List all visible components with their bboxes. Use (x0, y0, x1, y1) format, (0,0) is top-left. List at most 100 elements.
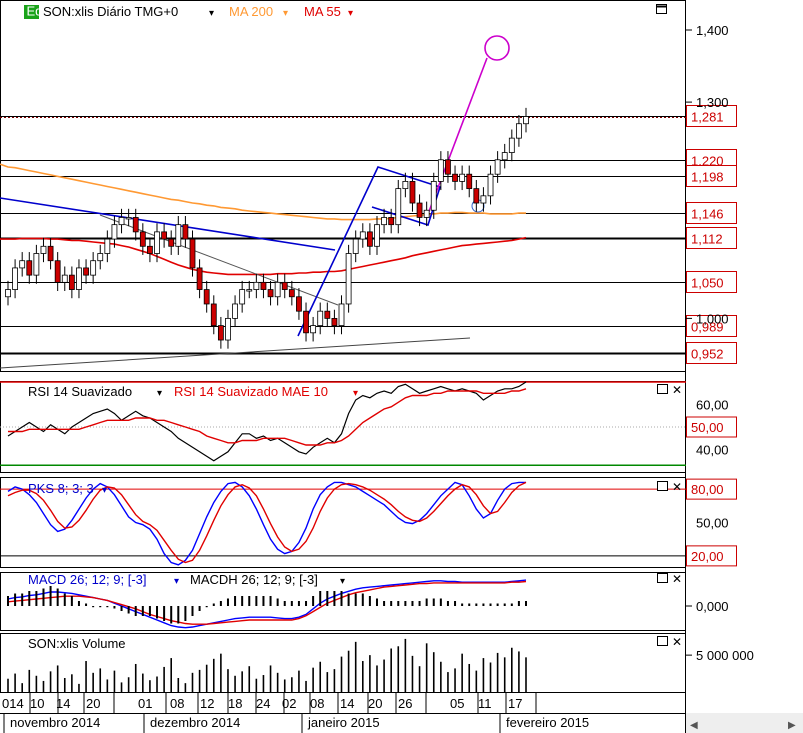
rsi-value-label: 50,00 (691, 420, 724, 435)
macd-histogram-bar (418, 601, 421, 606)
candle-body (274, 281, 281, 298)
maximize-price-icon[interactable] (656, 4, 667, 14)
candle-body (288, 289, 295, 298)
candle-body (430, 181, 437, 211)
maximize-pks-icon[interactable] (657, 481, 668, 491)
macd-dropdown-icon[interactable]: ▾ (174, 576, 179, 587)
candle-body (111, 224, 118, 240)
trendlines (0, 35, 510, 369)
day-tick-label: 18 (228, 696, 242, 711)
price-level-value: 1,281 (691, 110, 724, 125)
ma55-dropdown-icon[interactable]: ▾ (348, 8, 353, 19)
macd-histogram-bar (510, 603, 513, 606)
candle-body (409, 181, 416, 204)
support-trend-line (0, 337, 471, 369)
macdh-label[interactable]: MACDH 26; 12; 9; [-3] (190, 572, 318, 587)
price-level-value: 1,112 (691, 232, 723, 247)
day-tick-label: 08 (170, 696, 184, 711)
price-level-box (686, 202, 737, 224)
candle-body (168, 238, 175, 247)
price-level-value: 1,220 (691, 154, 724, 169)
ma200-label[interactable]: MA 200 (229, 4, 273, 19)
macd-histogram-bar (156, 606, 159, 619)
price-level-value: 0,952 (691, 347, 724, 362)
rsi-value-box (686, 416, 737, 438)
candle-body (253, 281, 260, 290)
close-volume-icon[interactable]: ✕ (672, 635, 682, 649)
macd-histogram-bar (14, 593, 17, 606)
volume-label[interactable]: SON:xlis Volume (28, 636, 126, 651)
macd-histogram-bar (312, 596, 315, 606)
downtrend-line (0, 197, 336, 251)
price-level-box (686, 315, 737, 337)
candle-body (12, 267, 18, 290)
macd-histogram-bar (503, 603, 506, 606)
macd-histogram-bar (375, 598, 378, 606)
symbol-title[interactable]: SON:xlis Diário TMG+0 (43, 4, 178, 19)
price-level-box (686, 165, 737, 187)
day-tick-label: 05 (450, 696, 464, 711)
candle-body (516, 123, 522, 139)
pks-dropdown-icon[interactable]: ▾ (102, 485, 107, 496)
candle-body (210, 303, 217, 327)
ma200-group (0, 163, 526, 221)
pks-label[interactable]: PKS 8; 3; 3 (28, 481, 94, 496)
macd-histogram-bar (49, 586, 52, 606)
rsi-label[interactable]: RSI 14 Suavizado (28, 384, 132, 399)
macd-histogram-bar (454, 601, 457, 606)
candle-body (90, 260, 97, 276)
close-rsi-icon[interactable]: ✕ (672, 383, 682, 397)
scroll-right-icon[interactable]: ▶ (788, 720, 796, 731)
macd-histogram-bar (489, 603, 492, 606)
candle-body (402, 181, 409, 190)
ma55-label[interactable]: MA 55 (304, 4, 341, 19)
day-tick-label: 10 (30, 696, 44, 711)
macd-histogram-bar (446, 601, 449, 606)
scrollbar-track[interactable] (686, 713, 803, 733)
close-pks-icon[interactable]: ✕ (672, 480, 682, 494)
candle-body (317, 310, 324, 327)
rsi-mae-label[interactable]: RSI 14 Suavizado MAE 10 (174, 384, 328, 399)
macd-histogram-bar (219, 601, 222, 606)
candle-body (281, 281, 288, 290)
macd-histogram-bar (21, 593, 24, 606)
macd-histogram-bar (297, 601, 300, 606)
ma200-dropdown-icon[interactable]: ▾ (283, 8, 288, 19)
candle-body (40, 245, 47, 254)
macd-histogram-bar (248, 596, 251, 606)
day-tick-label: 17 (508, 696, 522, 711)
pks-k-line (7, 481, 526, 566)
rsi-dropdown-icon[interactable]: ▾ (157, 388, 162, 399)
candle-body (154, 231, 160, 254)
macd-histogram-bar (92, 606, 95, 608)
candle-body (125, 217, 132, 220)
day-tick-label: 12 (200, 696, 214, 711)
month-label: fevereiro 2015 (506, 715, 589, 730)
candle-body (324, 310, 331, 319)
month-label: janeiro 2015 (307, 715, 380, 730)
candlesticks (5, 107, 529, 349)
maximize-macd-icon[interactable] (657, 573, 668, 583)
candle-body (381, 217, 387, 226)
macd-histogram-bar (397, 601, 400, 606)
macd-label[interactable]: MACD 26; 12; 9; [-3] (28, 572, 147, 587)
candle-body (33, 253, 40, 276)
symbol-dropdown-icon[interactable]: ▾ (209, 8, 214, 19)
close-macd-icon[interactable]: ✕ (672, 572, 682, 586)
macd-histogram-bar (7, 596, 9, 606)
scroll-left-icon[interactable]: ◀ (690, 720, 698, 731)
macd-histogram-bar (525, 601, 527, 606)
maximize-volume-icon[interactable] (657, 636, 668, 646)
rsi-mae-dropdown-icon[interactable]: ▾ (353, 388, 358, 399)
pks-value-box (686, 478, 737, 500)
maximize-rsi-icon[interactable] (657, 384, 668, 394)
macdh-dropdown-icon[interactable]: ▾ (340, 576, 345, 587)
day-tick-label: 20 (368, 696, 382, 711)
macd-histogram-bar (482, 603, 485, 606)
day-tick-label: 14 (340, 696, 354, 711)
macd-histogram-bar (283, 601, 286, 606)
candle-body (352, 238, 359, 254)
candle-body (487, 173, 494, 197)
